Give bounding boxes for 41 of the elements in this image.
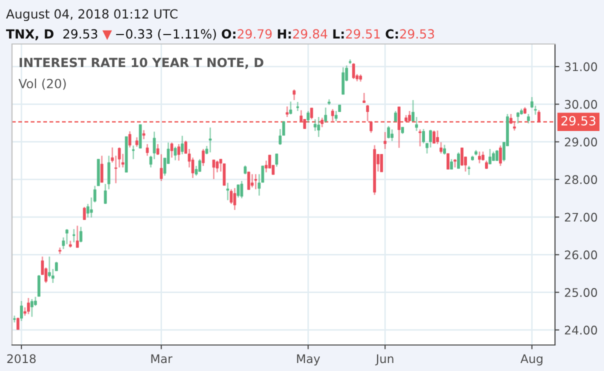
text: INTEREST RATE 10 YEAR T NOTE, D [20,58,264,69]
candlestick [247,171,250,190]
y-tick-label: 30.00 [564,100,598,109]
text: ▼ [102,30,112,40]
text: C: [386,29,398,39]
annotation: Vol (20) [18,78,66,90]
text: L: [333,29,344,38]
text: 29.51 [346,29,380,39]
text: 29.53 [400,29,434,39]
x-tick-label: Aug [520,354,542,366]
x-tick-label: Mar [151,354,172,364]
candlestick [37,274,40,298]
candlestick [16,316,20,330]
text: 29.79 [238,29,272,39]
x-tick-label: May [297,354,320,366]
candlestick [446,152,450,170]
text: TNX, D [6,29,54,40]
candlestick [380,154,384,173]
y-tick-label: 24.00 [564,326,598,335]
candlestick [198,158,202,172]
candlestick [460,147,464,167]
y-tick-label: 25.00 [564,288,598,297]
candlestick [432,130,436,144]
y-tick-label: 28.00 [564,175,598,184]
x-tick-label: Jun [375,354,394,366]
text: −0.33 (−1.11%) [116,28,216,40]
candlestick [457,152,460,170]
x-tick-label: 2018 [7,354,36,364]
text: 29.84 [293,29,328,39]
candlestick [222,162,226,186]
text: H: [278,29,291,38]
y-tick-label: 31.00 [564,62,598,72]
text: O: [222,29,236,39]
ref-line-label: 29.53 [561,116,596,126]
y-tick-label: 26.00 [564,250,598,260]
y-tick-label: 29.00 [564,138,598,146]
y-tick-label: 27.00 [564,212,598,222]
text: August 04, 2018 01:12 UTC [6,9,178,22]
candlestick [138,124,142,148]
text: 29.53 [63,29,98,39]
candlestick [82,206,86,220]
